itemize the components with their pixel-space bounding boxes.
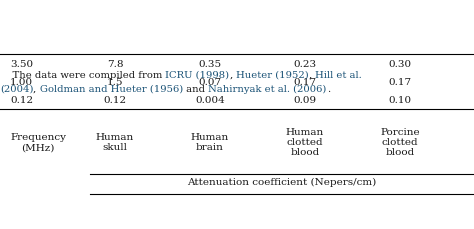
Text: ,: , <box>309 70 315 79</box>
Text: Hueter (1952): Hueter (1952) <box>236 70 309 79</box>
Text: 7.8: 7.8 <box>107 59 123 68</box>
Text: 0.12: 0.12 <box>10 96 33 105</box>
Text: Attenuation coefficient (Nepers/cm): Attenuation coefficient (Nepers/cm) <box>187 177 377 186</box>
Text: ,: , <box>229 70 236 79</box>
Text: Goldman and Hueter (1956): Goldman and Hueter (1956) <box>40 84 183 93</box>
Text: The data were compiled from: The data were compiled from <box>0 70 165 79</box>
Text: Human
clotted
blood: Human clotted blood <box>286 127 324 157</box>
Text: 1.5: 1.5 <box>107 78 123 87</box>
Text: 0.10: 0.10 <box>388 96 411 105</box>
Text: 0.09: 0.09 <box>293 96 317 105</box>
Text: 3.50: 3.50 <box>10 59 33 68</box>
Text: Porcine
clotted
blood: Porcine clotted blood <box>380 127 420 157</box>
Text: 0.17: 0.17 <box>293 78 317 87</box>
Text: 0.23: 0.23 <box>293 59 317 68</box>
Text: (2004): (2004) <box>0 84 34 93</box>
Text: ICRU (1998): ICRU (1998) <box>165 70 229 79</box>
Text: .: . <box>327 84 330 93</box>
Text: 1.00: 1.00 <box>10 78 33 87</box>
Text: Hill et al.: Hill et al. <box>315 70 362 79</box>
Text: 0.17: 0.17 <box>388 78 411 87</box>
Text: ,: , <box>34 84 40 93</box>
Text: 0.004: 0.004 <box>195 96 225 105</box>
Text: 0.12: 0.12 <box>103 96 127 105</box>
Text: Human
skull: Human skull <box>96 132 134 152</box>
Text: Nahirnyak et al. (2006): Nahirnyak et al. (2006) <box>208 84 327 93</box>
Text: 0.30: 0.30 <box>388 59 411 68</box>
Text: Human
brain: Human brain <box>191 132 229 152</box>
Text: 0.35: 0.35 <box>199 59 221 68</box>
Text: and: and <box>183 84 208 93</box>
Text: 0.07: 0.07 <box>199 78 221 87</box>
Text: Frequency
(MHz): Frequency (MHz) <box>10 132 66 152</box>
